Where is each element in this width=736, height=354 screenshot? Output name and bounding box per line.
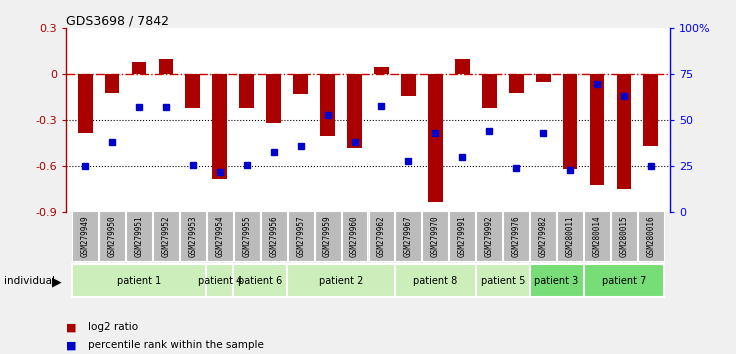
Bar [584, 211, 610, 262]
Bar [78, 74, 93, 133]
Bar [213, 74, 227, 179]
Bar [71, 264, 206, 297]
Text: GSM279992: GSM279992 [485, 216, 494, 257]
Bar [369, 211, 394, 262]
Text: patient 8: patient 8 [413, 275, 458, 286]
Bar [590, 74, 604, 185]
Text: percentile rank within the sample: percentile rank within the sample [88, 340, 264, 350]
Bar [315, 211, 341, 262]
Bar [422, 211, 448, 262]
Text: GSM279959: GSM279959 [323, 216, 332, 257]
Text: patient 2: patient 2 [319, 275, 364, 286]
Text: GSM279952: GSM279952 [161, 216, 171, 257]
Text: GSM280011: GSM280011 [565, 216, 575, 257]
Bar [374, 67, 389, 74]
Bar [266, 74, 281, 124]
Bar [562, 74, 578, 170]
Text: ■: ■ [66, 322, 77, 332]
Bar [401, 74, 416, 96]
Bar [638, 211, 664, 262]
Bar [476, 211, 502, 262]
Bar [342, 211, 367, 262]
Text: patient 4: patient 4 [198, 275, 242, 286]
Bar [180, 211, 206, 262]
Bar [234, 211, 260, 262]
Bar [206, 264, 233, 297]
Bar [475, 264, 530, 297]
Bar [207, 211, 233, 262]
Bar [320, 74, 335, 136]
Text: patient 3: patient 3 [534, 275, 578, 286]
Bar [347, 74, 362, 148]
Text: ■: ■ [66, 340, 77, 350]
Text: patient 6: patient 6 [238, 275, 283, 286]
Bar [395, 264, 475, 297]
Bar [288, 211, 314, 262]
Text: ▶: ▶ [52, 275, 61, 288]
Bar [395, 211, 421, 262]
Bar [153, 211, 179, 262]
Bar [99, 211, 125, 262]
Text: GSM279991: GSM279991 [458, 216, 467, 257]
Text: GSM279976: GSM279976 [512, 216, 520, 257]
Text: GSM280016: GSM280016 [646, 216, 655, 257]
Bar [293, 74, 308, 94]
Bar [557, 211, 583, 262]
Text: patient 7: patient 7 [602, 275, 646, 286]
Bar [584, 264, 665, 297]
Text: GSM280015: GSM280015 [620, 216, 629, 257]
Bar [536, 74, 551, 82]
Text: GSM279949: GSM279949 [81, 216, 90, 257]
Bar [530, 264, 584, 297]
Bar [617, 74, 631, 189]
Bar [239, 74, 254, 108]
Text: patient 1: patient 1 [117, 275, 161, 286]
Bar [611, 211, 637, 262]
Text: GSM279953: GSM279953 [188, 216, 197, 257]
Bar [72, 211, 98, 262]
Bar [482, 74, 497, 108]
Bar [261, 211, 286, 262]
Text: GSM279954: GSM279954 [216, 216, 224, 257]
Bar [158, 59, 174, 74]
Text: GSM280014: GSM280014 [592, 216, 601, 257]
Text: log2 ratio: log2 ratio [88, 322, 138, 332]
Text: GDS3698 / 7842: GDS3698 / 7842 [66, 14, 169, 27]
Bar [450, 211, 475, 262]
Text: GSM279951: GSM279951 [135, 216, 144, 257]
Text: individual: individual [4, 276, 54, 286]
Text: GSM279955: GSM279955 [242, 216, 251, 257]
Bar [428, 74, 443, 202]
Bar [105, 74, 119, 93]
Bar [287, 264, 395, 297]
Bar [132, 62, 146, 74]
Bar [185, 74, 200, 108]
Text: GSM279957: GSM279957 [296, 216, 305, 257]
Text: GSM279956: GSM279956 [269, 216, 278, 257]
Bar [126, 211, 152, 262]
Text: GSM279967: GSM279967 [404, 216, 413, 257]
Text: GSM279962: GSM279962 [377, 216, 386, 257]
Bar [643, 74, 658, 147]
Text: GSM279982: GSM279982 [539, 216, 548, 257]
Text: GSM279970: GSM279970 [431, 216, 440, 257]
Text: patient 5: patient 5 [481, 275, 525, 286]
Bar [233, 264, 287, 297]
Bar [530, 211, 556, 262]
Bar [455, 59, 470, 74]
Text: GSM279950: GSM279950 [107, 216, 116, 257]
Bar [509, 74, 523, 93]
Text: GSM279960: GSM279960 [350, 216, 359, 257]
Bar [503, 211, 529, 262]
